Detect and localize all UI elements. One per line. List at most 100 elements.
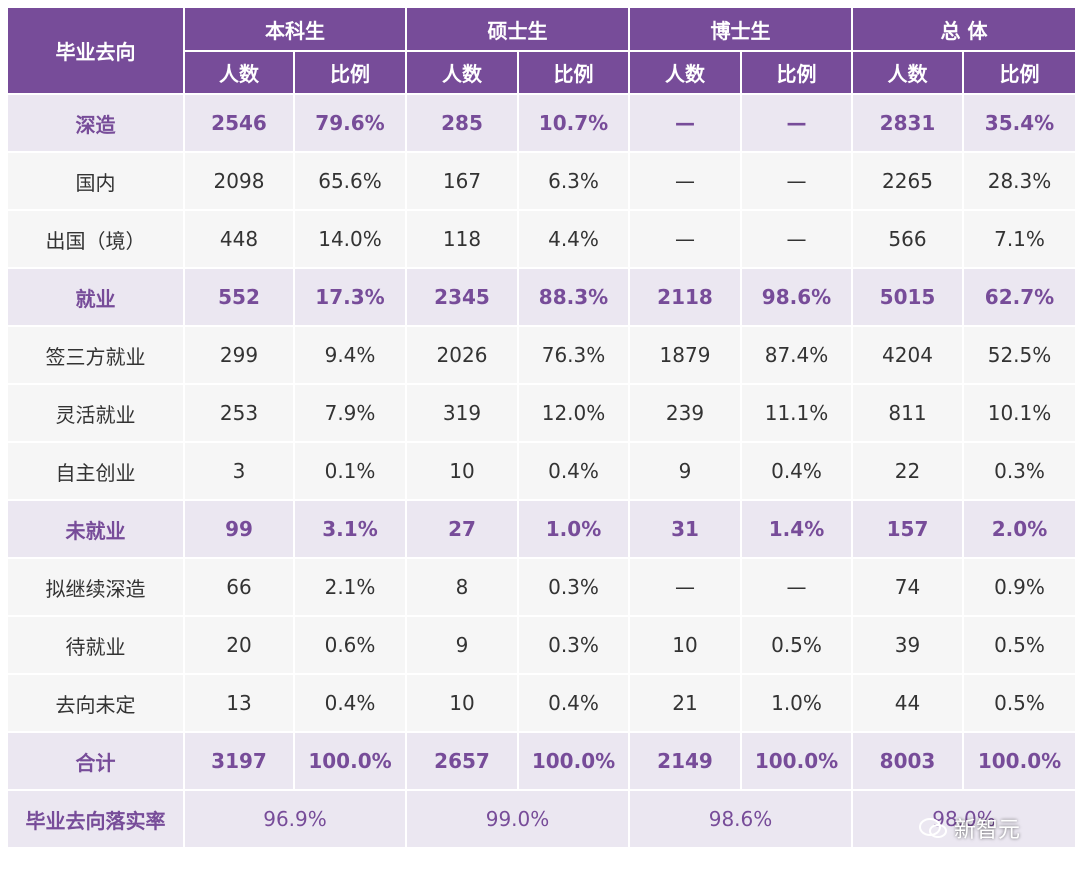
data-cell: — bbox=[628, 151, 742, 211]
data-cell: — bbox=[628, 209, 742, 269]
data-cell: 0.3% bbox=[517, 615, 630, 675]
data-cell: 100.0% bbox=[293, 731, 407, 791]
data-cell: 35.4% bbox=[962, 93, 1077, 153]
data-cell: 167 bbox=[405, 151, 519, 211]
category-row: 合计 3197 100.0% 2657 100.0% 2149 100.0% 8003 100.… bbox=[6, 731, 1077, 791]
data-cell: 0.6% bbox=[293, 615, 407, 675]
header-row: 人数 比例 人数 比例 人数 比例 人数 比例 bbox=[7, 50, 1077, 95]
data-cell: 27 bbox=[405, 499, 519, 559]
header-row: 毕业去向 本科生 硕士生 博士生总 体 bbox=[6, 6, 1077, 95]
data-cell: — bbox=[740, 557, 853, 617]
row-label: 国内 bbox=[6, 151, 185, 211]
group-header: 硕士生 bbox=[405, 6, 630, 52]
rate-cell: 98.6% bbox=[628, 789, 853, 849]
data-cell: 448 bbox=[183, 209, 295, 269]
data-cell: 100.0% bbox=[962, 731, 1077, 791]
data-cell: — bbox=[628, 93, 742, 153]
data-cell: 2657 bbox=[405, 731, 519, 791]
data-cell: 6.3% bbox=[517, 151, 630, 211]
rate-cell: 99.0% bbox=[405, 789, 630, 849]
data-cell: 0.4% bbox=[517, 673, 630, 733]
data-cell: 0.3% bbox=[517, 557, 630, 617]
data-cell: 2546 bbox=[183, 93, 295, 153]
row-label: 去向未定 bbox=[6, 673, 185, 733]
row-label: 灵活就业 bbox=[6, 383, 185, 443]
data-cell: 0.3% bbox=[962, 441, 1077, 501]
data-cell: 0.4% bbox=[293, 673, 407, 733]
data-cell: 44 bbox=[851, 673, 964, 733]
data-cell: 157 bbox=[851, 499, 964, 559]
detail-row: 自主创业 3 0.1% 10 0.4% 9 0.4% 22 0.3% bbox=[6, 441, 1077, 501]
watermark-text: 新智元 bbox=[954, 818, 1021, 843]
data-cell: 9.4% bbox=[293, 325, 407, 385]
data-cell: 100.0% bbox=[517, 731, 630, 791]
data-cell: 0.1% bbox=[293, 441, 407, 501]
data-cell: 10 bbox=[628, 615, 742, 675]
data-cell: 12.0% bbox=[517, 383, 630, 443]
data-cell: 1.0% bbox=[517, 499, 630, 559]
watermark-icon bbox=[919, 818, 947, 838]
data-cell: 66 bbox=[183, 557, 295, 617]
rate-cell: 98.0% bbox=[851, 789, 1077, 849]
detail-row: 国内 2098 65.6% 167 6.3% — —2265 28.3% bbox=[6, 151, 1077, 211]
data-cell: 88.3% bbox=[517, 267, 630, 327]
table-header: 毕业去向 本科生 硕士生 博士生总 体人数 比例 人数 比例 人数 比例 人数 比例 bbox=[6, 6, 1077, 95]
data-cell: 2265 bbox=[851, 151, 964, 211]
row-label: 未就业 bbox=[6, 499, 185, 559]
data-cell: 0.9% bbox=[962, 557, 1077, 617]
data-cell: 39 bbox=[851, 615, 964, 675]
data-cell: 10.7% bbox=[517, 93, 630, 153]
data-cell: 1.0% bbox=[740, 673, 853, 733]
data-cell: 2149 bbox=[628, 731, 742, 791]
data-cell: 1879 bbox=[628, 325, 742, 385]
sub-header: 比例 bbox=[962, 50, 1077, 95]
placement-table: 毕业去向 本科生 硕士生 博士生总 体人数 比例 人数 比例 人数 比例 人数 比例 深造 2546 7… bbox=[6, 6, 1077, 849]
detail-row: 签三方就业 299 9.4% 2026 76.3% 1879 87.4% 4204 52.5% bbox=[6, 325, 1077, 385]
data-cell: 28.3% bbox=[962, 151, 1077, 211]
data-cell: 8 bbox=[405, 557, 519, 617]
data-cell: 5015 bbox=[851, 267, 964, 327]
data-cell: 76.3% bbox=[517, 325, 630, 385]
row-label: 毕业去向落实率 bbox=[6, 789, 185, 849]
category-row: 就业 552 17.3% 2345 88.3% 2118 98.6% 5015 62.7% bbox=[6, 267, 1077, 327]
row-label: 拟继续深造 bbox=[6, 557, 185, 617]
data-cell: 87.4% bbox=[740, 325, 853, 385]
data-cell: 2026 bbox=[405, 325, 519, 385]
watermark: 新智元 bbox=[918, 812, 1020, 844]
table-body: 深造 2546 79.6% 285 10.7% — —2831 35.4% 国内 2098 65.6… bbox=[6, 93, 1077, 849]
sub-header: 比例 bbox=[517, 50, 630, 95]
row-label: 自主创业 bbox=[6, 441, 185, 501]
data-cell: 9 bbox=[628, 441, 742, 501]
data-cell: 11.1% bbox=[740, 383, 853, 443]
rate-cell: 96.9% bbox=[183, 789, 407, 849]
data-cell: 0.5% bbox=[962, 615, 1077, 675]
data-cell: 98.6% bbox=[740, 267, 853, 327]
data-cell: 52.5% bbox=[962, 325, 1077, 385]
category-row: 深造 2546 79.6% 285 10.7% — —2831 35.4% bbox=[6, 93, 1077, 153]
data-cell: 9 bbox=[405, 615, 519, 675]
group-header: 博士生 bbox=[628, 6, 853, 52]
data-cell: — bbox=[740, 209, 853, 269]
data-cell: — bbox=[740, 93, 853, 153]
data-cell: 2831 bbox=[851, 93, 964, 153]
data-cell: 74 bbox=[851, 557, 964, 617]
data-cell: 10 bbox=[405, 673, 519, 733]
data-cell: — bbox=[628, 557, 742, 617]
row-label: 就业 bbox=[6, 267, 185, 327]
data-cell: 65.6% bbox=[293, 151, 407, 211]
category-row: 未就业 99 3.1% 27 1.0% 31 1.4% 157 2.0% bbox=[6, 499, 1077, 559]
data-cell: 1.4% bbox=[740, 499, 853, 559]
sub-header: 人数 bbox=[405, 50, 519, 95]
data-cell: 3.1% bbox=[293, 499, 407, 559]
detail-row: 拟继续深造 66 2.1% 8 0.3% — —74 0.9% bbox=[6, 557, 1077, 617]
data-cell: 285 bbox=[405, 93, 519, 153]
data-cell: 7.1% bbox=[962, 209, 1077, 269]
data-cell: 31 bbox=[628, 499, 742, 559]
row-label: 待就业 bbox=[6, 615, 185, 675]
data-cell: 99 bbox=[183, 499, 295, 559]
data-cell: 17.3% bbox=[293, 267, 407, 327]
data-cell: 552 bbox=[183, 267, 295, 327]
data-cell: 0.4% bbox=[517, 441, 630, 501]
sub-header: 比例 bbox=[293, 50, 407, 95]
